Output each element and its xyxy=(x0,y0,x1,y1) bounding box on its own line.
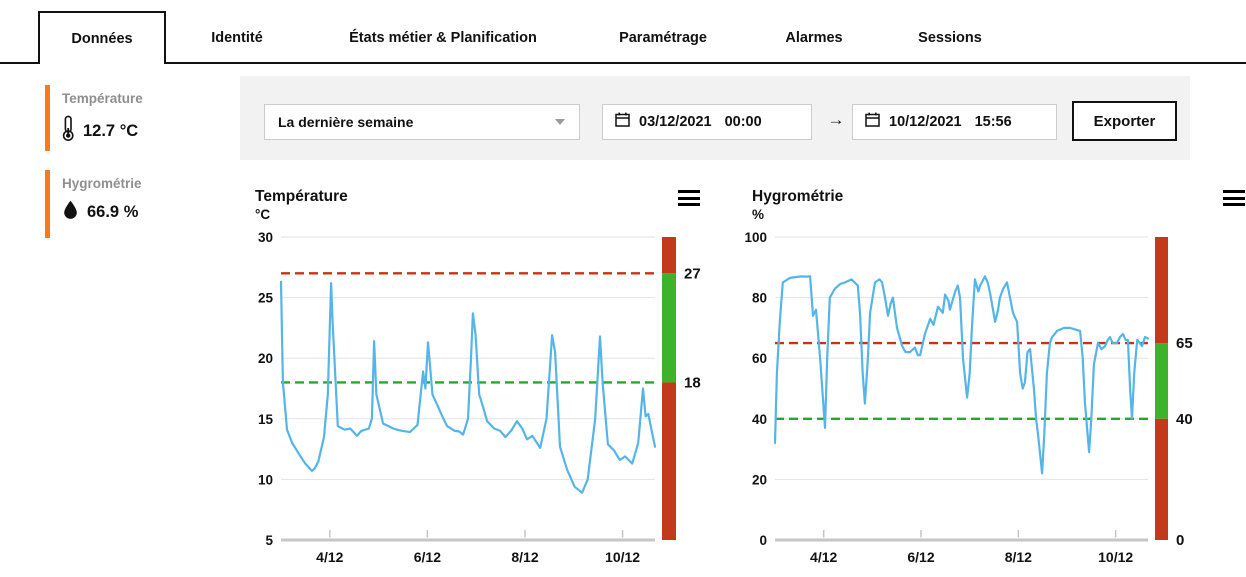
droplet-icon xyxy=(62,200,79,225)
sidebar-item-hygrometrie: Hygrométrie 66.9 % xyxy=(45,170,235,238)
svg-text:10/12: 10/12 xyxy=(1098,549,1133,565)
svg-text:25: 25 xyxy=(258,291,274,306)
svg-text:60: 60 xyxy=(752,351,767,366)
tab-parametrage[interactable]: Paramétrage xyxy=(619,30,707,46)
date-to-time: 15:56 xyxy=(974,114,1012,130)
hygrometrie-value: 66.9 % xyxy=(87,203,139,221)
export-button-label: Exporter xyxy=(1093,112,1156,130)
svg-text:8/12: 8/12 xyxy=(511,549,538,565)
tab-sessions[interactable]: Sessions xyxy=(918,30,982,46)
tab-identite[interactable]: Identité xyxy=(211,30,263,46)
accent-bar xyxy=(45,85,50,151)
svg-text:5: 5 xyxy=(265,533,273,548)
date-to-date: 10/12/2021 xyxy=(889,114,962,130)
chart-unit: % xyxy=(752,207,765,222)
chart-title: Hygrométrie xyxy=(752,188,844,205)
calendar-icon xyxy=(615,112,630,132)
date-from-date: 03/12/2021 xyxy=(639,114,712,130)
svg-text:10: 10 xyxy=(258,472,273,487)
svg-text:4/12: 4/12 xyxy=(316,549,343,565)
chart-unit: °C xyxy=(255,207,271,222)
temperature-value: 12.7 °C xyxy=(83,121,139,140)
time-range-value: La dernière semaine xyxy=(278,114,414,130)
svg-text:6/12: 6/12 xyxy=(907,549,934,565)
svg-text:27: 27 xyxy=(684,265,701,282)
svg-text:40: 40 xyxy=(752,412,767,427)
date-to-input[interactable]: 10/12/2021 15:56 xyxy=(852,104,1057,140)
svg-text:65: 65 xyxy=(1176,335,1193,352)
hygrometrie-chart: Hygrométrie % 100 80 60 40 20 0 4/12 6/12 8/12 10… xyxy=(737,185,1246,577)
svg-text:8/12: 8/12 xyxy=(1005,549,1032,565)
temperature-label: Température xyxy=(62,91,143,106)
arrow-right-icon: → xyxy=(827,110,845,129)
chart-menu-icon[interactable] xyxy=(1223,190,1245,206)
svg-text:80: 80 xyxy=(752,291,767,306)
svg-text:0: 0 xyxy=(759,533,767,548)
svg-text:15: 15 xyxy=(258,412,274,427)
svg-text:10/12: 10/12 xyxy=(605,549,640,565)
filter-toolbar: La dernière semaine 03/12/2021 00:00 → 1… xyxy=(240,76,1190,160)
temperature-chart-header: Température °C xyxy=(255,188,348,224)
tab-donnees[interactable]: Données xyxy=(38,11,166,64)
svg-text:40: 40 xyxy=(1176,411,1193,428)
tab-etats-metier-planification[interactable]: États métier & Planification xyxy=(349,30,537,46)
time-range-select[interactable]: La dernière semaine xyxy=(264,104,580,140)
temperature-chart: Température °C 30 25 20 15 10 5 4/12 6/12 8/12 10… xyxy=(240,185,710,577)
hygrometrie-label: Hygrométrie xyxy=(62,176,142,191)
temperature-plot: 30 25 20 15 10 5 4/12 6/12 8/12 10/12 27 18 xyxy=(258,230,701,565)
svg-text:18: 18 xyxy=(684,374,701,391)
thermometer-icon xyxy=(62,115,75,147)
calendar-icon xyxy=(865,112,880,132)
chart-title: Température xyxy=(255,188,348,205)
svg-text:20: 20 xyxy=(258,351,273,366)
temperature-value-row: 12.7 °C xyxy=(62,115,138,147)
svg-text:30: 30 xyxy=(258,230,273,245)
date-from-input[interactable]: 03/12/2021 00:00 xyxy=(602,104,812,140)
svg-text:20: 20 xyxy=(752,472,767,487)
svg-text:6/12: 6/12 xyxy=(414,549,441,565)
date-from-time: 00:00 xyxy=(724,114,762,130)
hygrometrie-plot: 100 80 60 40 20 0 4/12 6/12 8/12 10/12 65 40 0 xyxy=(744,230,1193,565)
svg-text:100: 100 xyxy=(744,230,767,245)
svg-text:0: 0 xyxy=(1176,532,1184,549)
chart-menu-icon[interactable] xyxy=(678,190,700,206)
svg-text:4/12: 4/12 xyxy=(810,549,837,565)
hygrometrie-value-row: 66.9 % xyxy=(62,200,138,225)
chevron-down-icon xyxy=(555,119,565,125)
accent-bar xyxy=(45,170,50,238)
tab-donnees-label: Données xyxy=(71,30,133,47)
tab-bar: Données Identité États métier & Planific… xyxy=(0,0,1246,64)
sidebar-item-temperature: Température 12.7 °C xyxy=(45,85,235,151)
export-button[interactable]: Exporter xyxy=(1072,101,1177,141)
tab-alarmes[interactable]: Alarmes xyxy=(785,30,843,46)
hygrometrie-chart-header: Hygrométrie % xyxy=(752,188,843,224)
